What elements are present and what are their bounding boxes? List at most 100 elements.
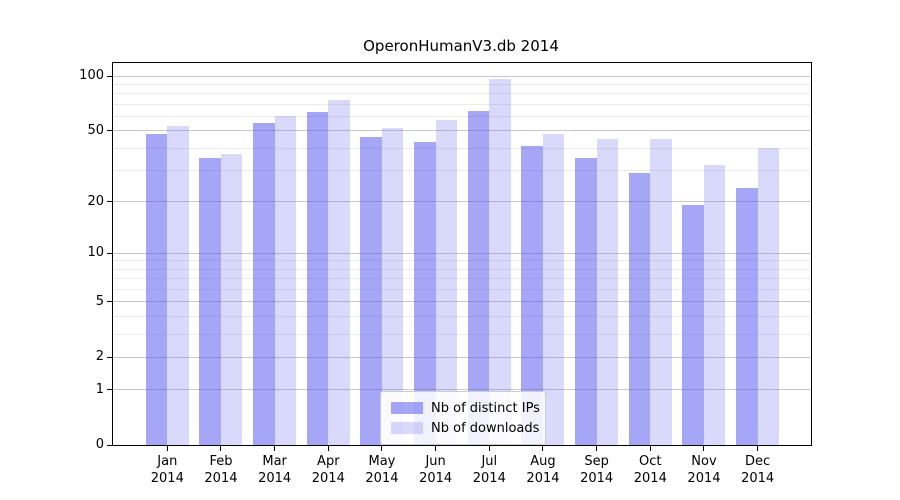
- bar-downloads-jun: [435, 120, 458, 445]
- major-gridline: [113, 130, 811, 132]
- x-tick-label: Dec 2014: [723, 453, 793, 487]
- bar-downloads-apr: [328, 99, 350, 445]
- major-gridline: [113, 356, 811, 358]
- x-tick-month: Dec: [745, 454, 771, 469]
- bar-downloads-jan: [167, 126, 189, 445]
- chart-title: OperonHumanV3.db 2014: [363, 37, 559, 55]
- x-tick-mark: [435, 446, 437, 451]
- x-tick-month: Jun: [425, 454, 446, 469]
- major-gridline: [113, 75, 811, 77]
- legend-item-downloads: Nb of downloads: [391, 418, 540, 438]
- bar-distinct-ips-feb: [199, 158, 221, 445]
- x-tick-label: Oct 2014: [615, 453, 685, 487]
- minor-gridline: [113, 278, 811, 280]
- bar-downloads-mar: [274, 116, 297, 445]
- x-tick-mark: [649, 446, 651, 451]
- y-tick-label: 100: [79, 68, 104, 83]
- bar-distinct-ips-dec: [736, 187, 758, 445]
- x-tick-label: Sep 2014: [562, 453, 632, 487]
- minor-gridline: [113, 288, 811, 290]
- legend-label-distinct-ips: Nb of distinct IPs: [431, 400, 540, 416]
- minor-gridline: [113, 268, 811, 270]
- x-tick-label: Jul 2014: [454, 453, 524, 487]
- minor-gridline: [113, 147, 811, 149]
- bar-downloads-aug: [542, 133, 565, 445]
- x-tick-year: 2014: [204, 471, 238, 486]
- bar-distinct-ips-jul: [467, 111, 490, 445]
- y-tick-label: 2: [95, 349, 104, 365]
- y-tick-mark: [107, 130, 112, 132]
- x-tick-mark: [327, 446, 329, 451]
- minor-gridline: [113, 333, 811, 335]
- x-tick-label: Jan 2014: [132, 453, 202, 487]
- bar-distinct-ips-nov: [682, 205, 704, 445]
- bar-distinct-ips-oct: [628, 173, 651, 445]
- x-tick-month: Jan: [157, 454, 178, 469]
- x-tick-year: 2014: [472, 471, 506, 486]
- legend-swatch-distinct-ips: [391, 402, 423, 414]
- minor-gridline: [113, 103, 811, 105]
- x-tick-mark: [166, 446, 168, 451]
- x-tick-year: 2014: [633, 471, 667, 486]
- x-tick-label: May 2014: [347, 453, 417, 487]
- x-tick-year: 2014: [365, 471, 399, 486]
- y-tick-mark: [107, 389, 112, 391]
- x-tick-month: Feb: [209, 454, 233, 469]
- legend-label-downloads: Nb of downloads: [431, 420, 540, 436]
- bar-downloads-nov: [703, 165, 726, 445]
- minor-gridline: [113, 83, 811, 85]
- y-tick-mark: [107, 201, 112, 203]
- bar-downloads-dec: [757, 148, 780, 445]
- x-tick-mark: [542, 446, 544, 451]
- bar-downloads-oct: [650, 138, 672, 445]
- x-tick-mark: [381, 446, 383, 451]
- bar-downloads-feb: [220, 154, 243, 445]
- major-gridline: [113, 301, 811, 303]
- x-tick-month: Oct: [639, 454, 662, 469]
- y-tick-label: 20: [87, 193, 104, 209]
- x-tick-label: Aug 2014: [508, 453, 578, 487]
- bar-distinct-ips-jun: [414, 142, 436, 445]
- major-gridline: [113, 201, 811, 203]
- plot-area: [112, 62, 812, 446]
- x-tick-label: Feb 2014: [186, 453, 256, 487]
- x-tick-month: Jul: [481, 454, 498, 469]
- x-tick-year: 2014: [580, 471, 614, 486]
- bar-distinct-ips-sep: [575, 158, 597, 445]
- minor-gridline: [113, 169, 811, 171]
- minor-gridline: [113, 260, 811, 262]
- y-tick-label: 10: [87, 245, 104, 261]
- bar-downloads-sep: [596, 138, 619, 445]
- x-tick-month: Apr: [317, 454, 340, 469]
- x-tick-month: Nov: [691, 454, 717, 469]
- x-tick-year: 2014: [150, 471, 184, 486]
- bar-distinct-ips-apr: [306, 112, 329, 445]
- y-tick-mark: [107, 252, 112, 254]
- legend-item-distinct-ips: Nb of distinct IPs: [391, 398, 540, 418]
- x-tick-label: Jun 2014: [401, 453, 471, 487]
- x-tick-mark: [220, 446, 222, 451]
- legend: Nb of distinct IPs Nb of downloads: [380, 391, 546, 445]
- x-tick-label: Apr 2014: [293, 453, 363, 487]
- bar-distinct-ips-aug: [521, 146, 543, 445]
- x-tick-mark: [757, 446, 759, 451]
- x-tick-mark: [274, 446, 276, 451]
- y-tick-mark: [107, 356, 112, 358]
- y-tick-mark: [107, 444, 112, 446]
- x-tick-year: 2014: [311, 471, 345, 486]
- bar-downloads-may: [381, 127, 404, 445]
- legend-swatch-downloads: [391, 422, 423, 434]
- bar-distinct-ips-may: [360, 137, 382, 445]
- x-tick-month: Aug: [530, 454, 556, 469]
- y-tick-mark: [107, 301, 112, 303]
- x-tick-mark: [488, 446, 490, 451]
- x-tick-month: Mar: [262, 454, 287, 469]
- bar-distinct-ips-mar: [253, 123, 275, 445]
- y-tick-label: 5: [95, 293, 104, 309]
- x-tick-month: May: [368, 454, 396, 469]
- minor-gridline: [113, 93, 811, 95]
- y-tick-label: 0: [95, 437, 104, 452]
- x-tick-mark: [596, 446, 598, 451]
- minor-gridline: [113, 115, 811, 117]
- y-tick-mark: [107, 75, 112, 77]
